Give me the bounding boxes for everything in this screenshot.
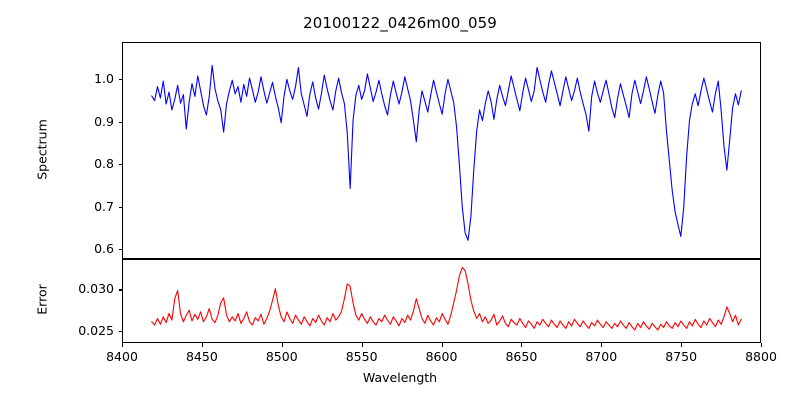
x-tick-mark xyxy=(441,343,443,347)
spectrum-ytick-label: 0.7 xyxy=(94,198,114,214)
x-tick-mark xyxy=(761,343,763,347)
x-tick-label: 8750 xyxy=(665,349,698,364)
x-tick-mark xyxy=(122,343,124,347)
x-tick-label: 8500 xyxy=(265,349,298,364)
x-tick-label: 8650 xyxy=(505,349,538,364)
spectrum-ytick-mark xyxy=(118,164,122,166)
x-tick-mark xyxy=(201,343,203,347)
spectrum-ytick-label: 0.9 xyxy=(94,113,114,129)
error-trace xyxy=(151,266,742,331)
spectrum-ytick-label: 0.8 xyxy=(94,156,114,172)
x-tick-mark xyxy=(281,343,283,347)
x-tick-label: 8450 xyxy=(185,349,218,364)
spectrum-axis-label: Spectrum xyxy=(34,118,50,180)
error-panel xyxy=(122,259,761,343)
spectrum-ytick-mark xyxy=(118,121,122,123)
figure-title: 20100122_0426m00_059 xyxy=(303,14,497,32)
error-ytick-label: 0.025 xyxy=(78,322,114,338)
x-tick-mark xyxy=(681,343,683,347)
x-tick-label: 8550 xyxy=(345,349,378,364)
x-tick-label: 8400 xyxy=(106,349,138,364)
spectrum-trace xyxy=(151,64,742,241)
x-tick-mark xyxy=(601,343,603,347)
spectrum-ytick-label: 1.0 xyxy=(94,71,114,87)
spectrum-ytick-label: 0.6 xyxy=(94,241,114,257)
spectrum-ytick-mark xyxy=(118,249,122,251)
spectrum-ytick-mark xyxy=(118,206,122,208)
spectrum-panel xyxy=(122,42,761,259)
x-tick-label: 8700 xyxy=(585,349,618,364)
x-tick-label: 8600 xyxy=(425,349,458,364)
error-ytick-mark xyxy=(118,289,122,291)
error-ytick-mark xyxy=(118,330,122,332)
error-axis-label: Error xyxy=(34,284,50,315)
spectrum-ytick-mark xyxy=(118,79,122,81)
x-tick-mark xyxy=(521,343,523,347)
x-tick-mark xyxy=(361,343,363,347)
x-axis-label: Wavelength xyxy=(362,370,438,385)
x-tick-label: 8800 xyxy=(745,349,777,364)
error-ytick-label: 0.030 xyxy=(78,281,114,297)
